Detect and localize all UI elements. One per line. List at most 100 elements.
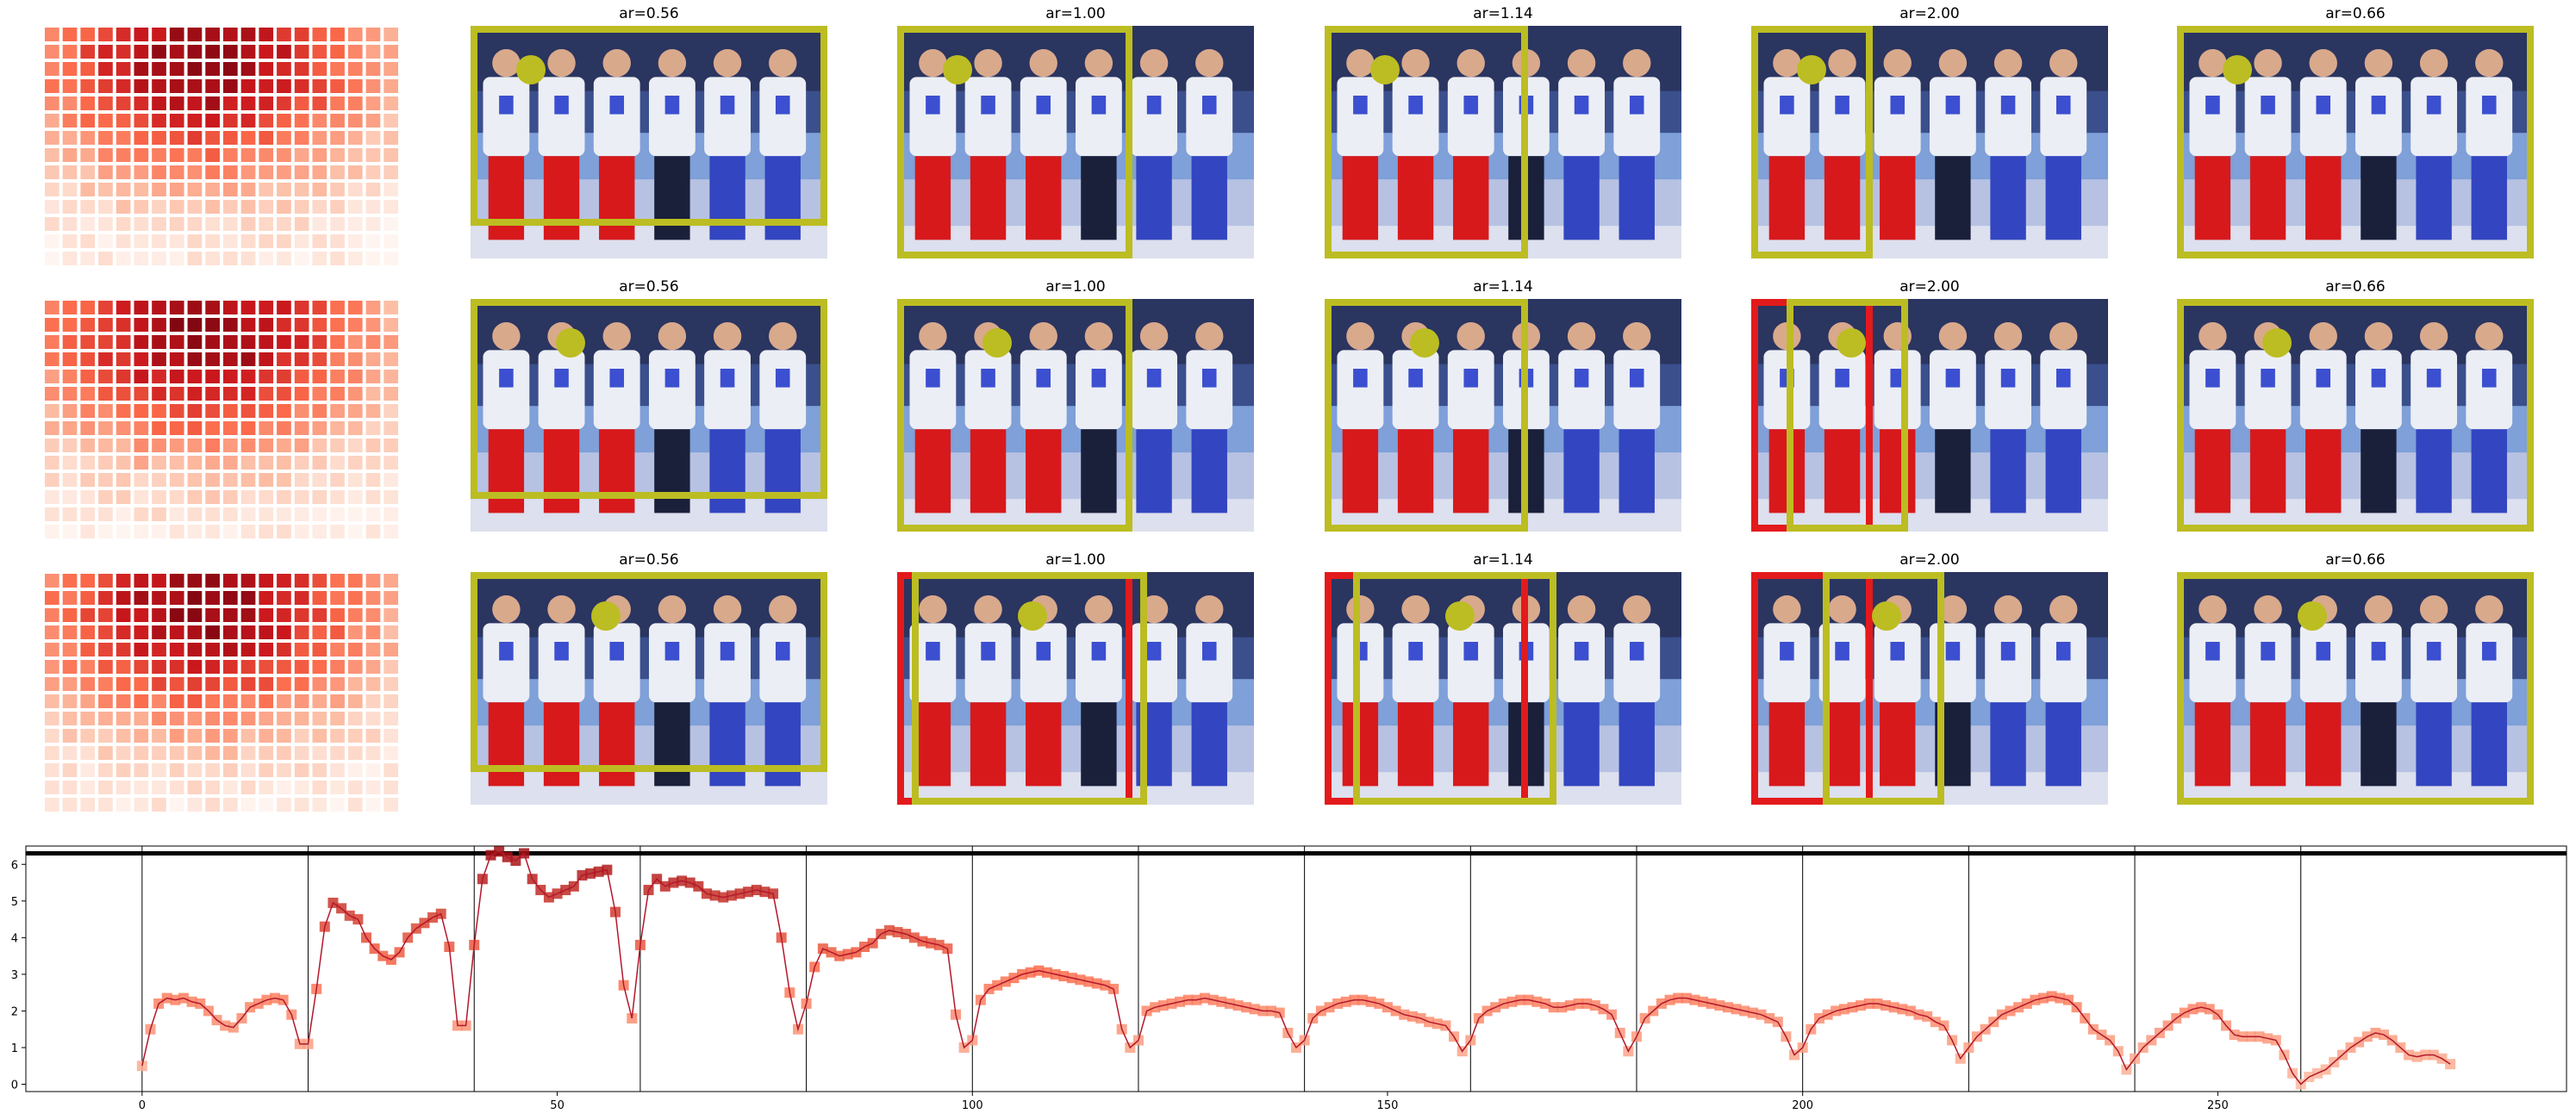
heatmap-cell (312, 96, 327, 110)
heatmap-cell (384, 79, 398, 93)
heatmap-cell (330, 301, 345, 314)
heatmap-cell (240, 421, 256, 435)
heatmap-cell (80, 507, 96, 521)
heatmap-cell (98, 625, 113, 639)
heatmap-cell (80, 79, 96, 93)
heatmap-cell (62, 234, 78, 248)
heatmap-cell (294, 45, 309, 59)
heatmap-cell (277, 456, 291, 470)
heatmap-cell (134, 608, 149, 622)
heatmap-cell (277, 591, 291, 605)
heatmap-cell (187, 165, 203, 179)
heatmap-cell (240, 677, 256, 691)
heatmap-cell (223, 148, 238, 162)
heatmap-cell (240, 798, 256, 812)
heatmap-cell (259, 404, 274, 418)
heatmap-cell (277, 798, 291, 812)
heatmap-cell (98, 574, 113, 588)
crop-box-yellow (1787, 299, 1909, 532)
heatmap-cell (169, 473, 184, 487)
heatmap-cell (45, 335, 59, 349)
heatmap-cell (45, 217, 59, 231)
team-photo (1751, 26, 2108, 258)
heatmap-cell (294, 148, 309, 162)
heatmap-cell (205, 217, 220, 231)
heatmap-cell (45, 114, 59, 128)
heatmap-cell (205, 79, 220, 93)
heatmap-cell (45, 148, 59, 162)
heatmap-cell (98, 608, 113, 622)
heatmap-cell (223, 781, 238, 794)
focus-point (555, 328, 585, 358)
heatmap-cell (294, 591, 309, 605)
panel-title: ar=0.66 (2325, 278, 2386, 296)
heatmap-cell (312, 404, 327, 418)
heatmap-cell (98, 677, 113, 691)
heatmap-cell (294, 643, 309, 656)
heatmap-cell (115, 335, 131, 349)
heatmap-cell (152, 352, 166, 366)
heatmap-cell (134, 370, 149, 383)
heatmap-cell (205, 28, 220, 41)
heatmap-cell (347, 763, 363, 777)
heatmap-cell (259, 473, 274, 487)
photo-panel (897, 26, 1254, 258)
heatmap-cell (312, 234, 327, 248)
heatmap-cell (223, 798, 238, 812)
heatmap-cell (330, 114, 345, 128)
heatmap-cell (330, 28, 345, 41)
heatmap-cell (330, 456, 345, 470)
heatmap-cell (330, 694, 345, 708)
heatmap-cell (62, 525, 78, 538)
heatmap-cell (347, 165, 363, 179)
heatmap-cell (277, 729, 291, 743)
heatmap-cell (384, 712, 398, 725)
crop-box-yellow (2177, 299, 2534, 532)
heatmap-cell (365, 781, 381, 794)
heatmap-cell (223, 183, 238, 196)
heatmap-cell (347, 96, 363, 110)
heatmap-cell (384, 148, 398, 162)
heatmap-cell (277, 183, 291, 196)
heatmap-cell (62, 694, 78, 708)
heatmap-cell (115, 591, 131, 605)
heatmap-cell (277, 79, 291, 93)
heatmap-cell (115, 643, 131, 656)
heatmap-cell (80, 591, 96, 605)
heatmap-cell (98, 387, 113, 401)
heatmap-cell (294, 352, 309, 366)
crop-box-yellow (1751, 26, 1873, 258)
photo-panel (2177, 26, 2534, 258)
heatmap-cell (347, 404, 363, 418)
heatmap-cell (98, 131, 113, 145)
heatmap-cell (259, 798, 274, 812)
heatmap-cell (98, 335, 113, 349)
heatmap-cell (134, 473, 149, 487)
heatmap-cell (277, 45, 291, 59)
heatmap-cell (347, 79, 363, 93)
heatmap-cell (365, 217, 381, 231)
heatmap-cell (98, 370, 113, 383)
heatmap-cell (187, 763, 203, 777)
x-tick-label: 100 (962, 1099, 983, 1112)
heatmap-cell (294, 165, 309, 179)
heatmap-cell (45, 490, 59, 504)
heatmap-cell (277, 625, 291, 639)
heatmap-cell (365, 28, 381, 41)
heatmap-cell (152, 370, 166, 383)
heatmap-cell (187, 591, 203, 605)
heatmap-cell (134, 507, 149, 521)
heatmap-cell (80, 335, 96, 349)
heatmap-cell (384, 421, 398, 435)
heatmap-cell (330, 712, 345, 725)
heatmap-cell (365, 677, 381, 691)
heatmap-cell (259, 574, 274, 588)
heatmap-cell (205, 660, 220, 674)
heatmap-cell (152, 574, 166, 588)
panel-title: ar=0.56 (619, 278, 679, 296)
heatmap-cell (365, 574, 381, 588)
heatmap-cell (312, 421, 327, 435)
heatmap-cell (240, 473, 256, 487)
heatmap-cell (347, 148, 363, 162)
heatmap-cell (223, 525, 238, 538)
